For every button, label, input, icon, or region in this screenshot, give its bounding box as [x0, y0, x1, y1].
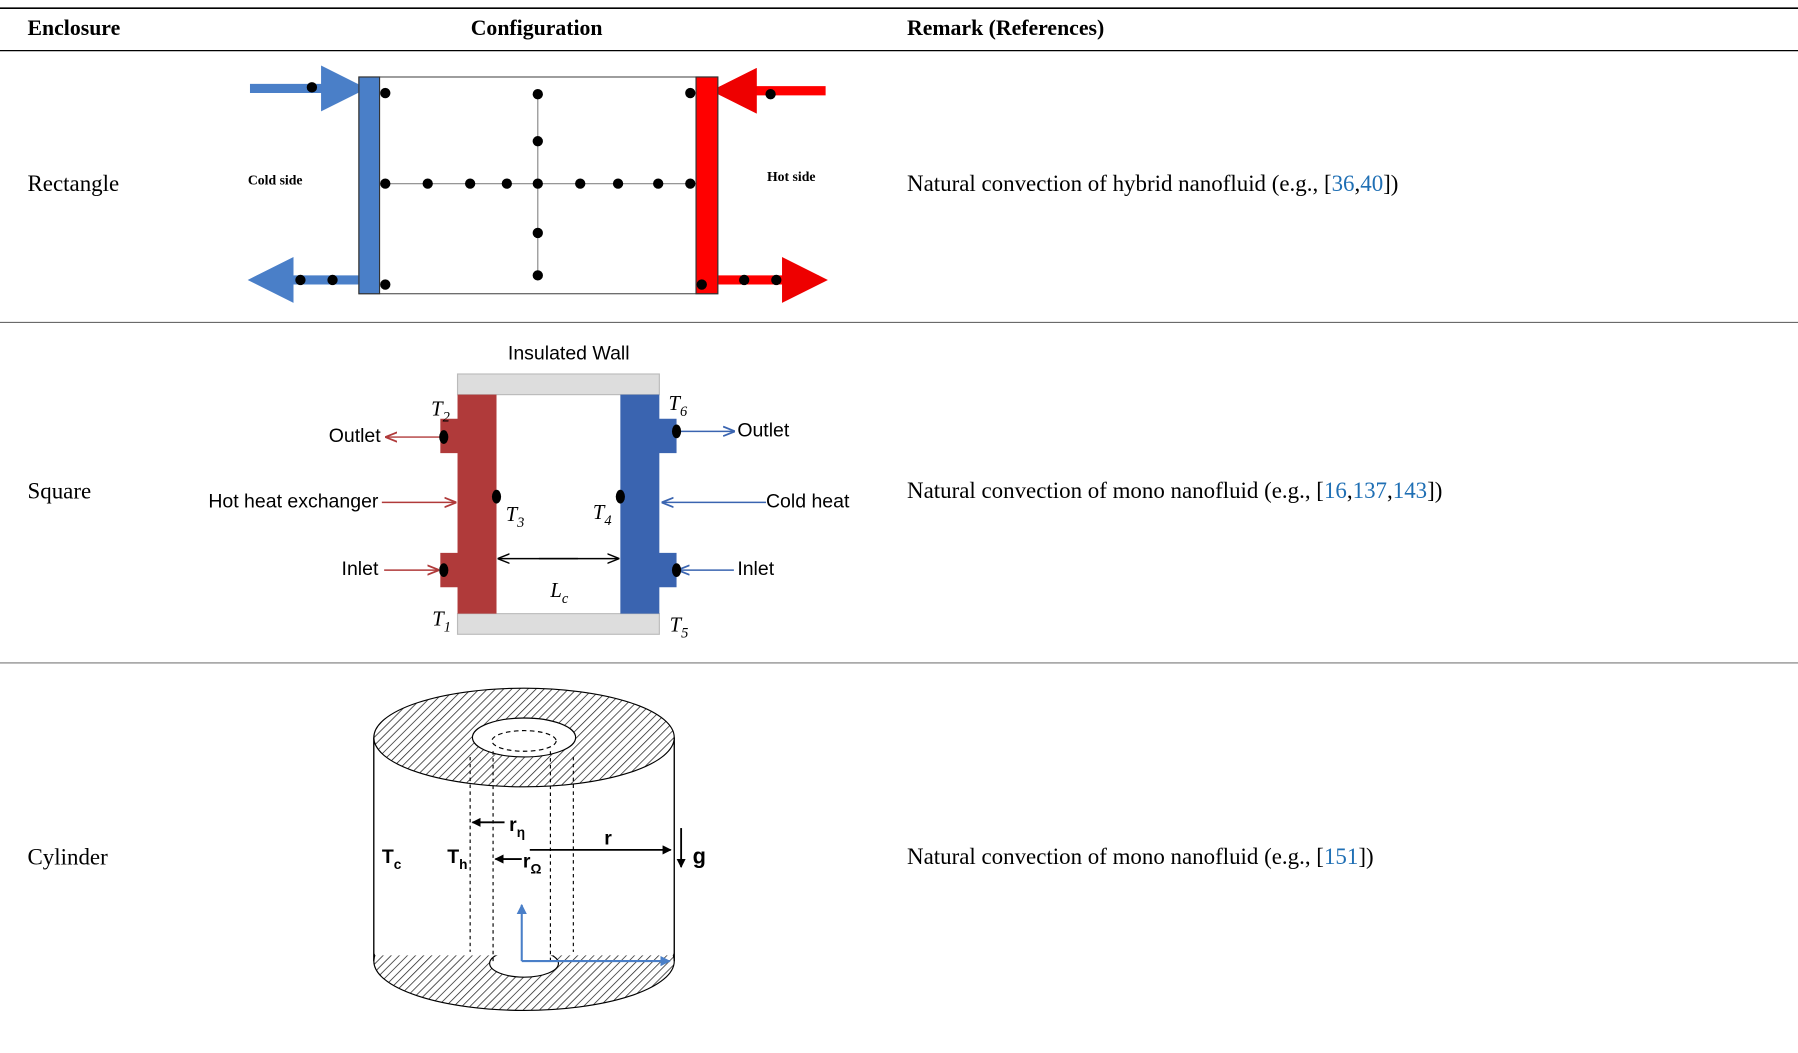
header-cell: Configuration — [471, 16, 603, 40]
diagram-label: Inlet — [342, 558, 379, 580]
diagram-label: Outlet — [737, 419, 790, 441]
reference-link[interactable]: 137 — [1353, 479, 1387, 504]
remark-cell: Natural convection of hybrid nanofluid (… — [907, 171, 1398, 196]
reference-link[interactable]: 143 — [1393, 479, 1427, 504]
symbol: L — [549, 580, 561, 602]
subscript: 6 — [680, 404, 688, 420]
rules — [0, 8, 1798, 663]
reference-link[interactable]: 36 — [1332, 171, 1355, 196]
diagram-label: T4 — [593, 502, 612, 530]
table: Enclosure Configuration Remark (Referenc… — [0, 0, 1798, 1053]
diagram-label: Cold side — [248, 173, 303, 188]
reference-link[interactable]: 151 — [1324, 844, 1358, 869]
subscript: c — [394, 857, 402, 872]
enclosure-cell: Square — [28, 479, 92, 504]
subscript: 4 — [604, 513, 611, 529]
body: Enclosure Configuration Remark (Referenc… — [0, 0, 1798, 1053]
diagram-label: Outlet — [329, 425, 382, 447]
square-diagram: Insulated Wall Outlet Hot heat exchanger… — [208, 343, 850, 642]
subscript: 3 — [516, 515, 524, 531]
remark-text: ]) — [1427, 479, 1442, 504]
remark-cell: Natural convection of mono nanofluid (e.… — [907, 844, 1374, 869]
enclosure-cell: Cylinder — [28, 844, 109, 869]
reference-link[interactable]: 40 — [1360, 171, 1383, 196]
diagram-label: r — [604, 828, 612, 850]
header-cell: Remark (References) — [907, 16, 1104, 40]
diagram-label: Hot heat exchanger — [208, 491, 379, 513]
remark-text: Natural convection of hybrid nanofluid (… — [907, 171, 1332, 196]
diagram-label: T5 — [670, 614, 689, 642]
hot-wall — [696, 77, 718, 294]
symbol: T — [447, 846, 459, 868]
insulated-wall — [458, 614, 660, 635]
diagram-label: g — [693, 844, 706, 869]
remark-text: ]) — [1383, 171, 1398, 196]
subscript: η — [517, 825, 525, 840]
diagram-label: Insulated Wall — [508, 343, 630, 365]
hot-exchanger — [440, 395, 496, 614]
remark-text: Natural convection of mono nanofluid (e.… — [907, 844, 1324, 869]
subscript: h — [459, 857, 467, 872]
subscript: c — [562, 591, 569, 607]
remark-text: ]) — [1358, 844, 1373, 869]
symbol: T — [382, 846, 394, 868]
reference-link[interactable]: 16 — [1324, 479, 1347, 504]
subscript: 1 — [444, 620, 451, 636]
arrows — [382, 431, 766, 570]
diagram-label: Lc — [549, 580, 568, 608]
diagram-label: T1 — [432, 608, 451, 636]
enclosure-cell: Rectangle — [28, 171, 120, 196]
cold-wall — [359, 77, 380, 294]
subscript: 2 — [443, 410, 450, 426]
diagram-label: T3 — [506, 504, 525, 532]
page: Enclosure configurations {"table": { "he… — [0, 0, 1798, 1053]
subscript: 5 — [681, 626, 688, 642]
rectangle-diagram: Cold side Hot side — [248, 77, 826, 294]
remark-cell: Natural convection of mono nanofluid (e.… — [907, 479, 1442, 504]
diagram-label: T6 — [669, 393, 688, 421]
cylinder-diagram: Tc Th rη rΩ r g — [374, 688, 706, 1010]
subscript: Ω — [530, 862, 541, 877]
diagram-label: Hot side — [767, 169, 816, 184]
header-cell: Enclosure — [28, 16, 121, 40]
diagram-label: Inlet — [737, 558, 774, 580]
insulated-wall — [458, 374, 660, 395]
remark-text: Natural convection of mono nanofluid (e.… — [907, 479, 1324, 504]
cold-exchanger — [620, 395, 676, 614]
diagram-label: Cold heat — [766, 491, 850, 513]
